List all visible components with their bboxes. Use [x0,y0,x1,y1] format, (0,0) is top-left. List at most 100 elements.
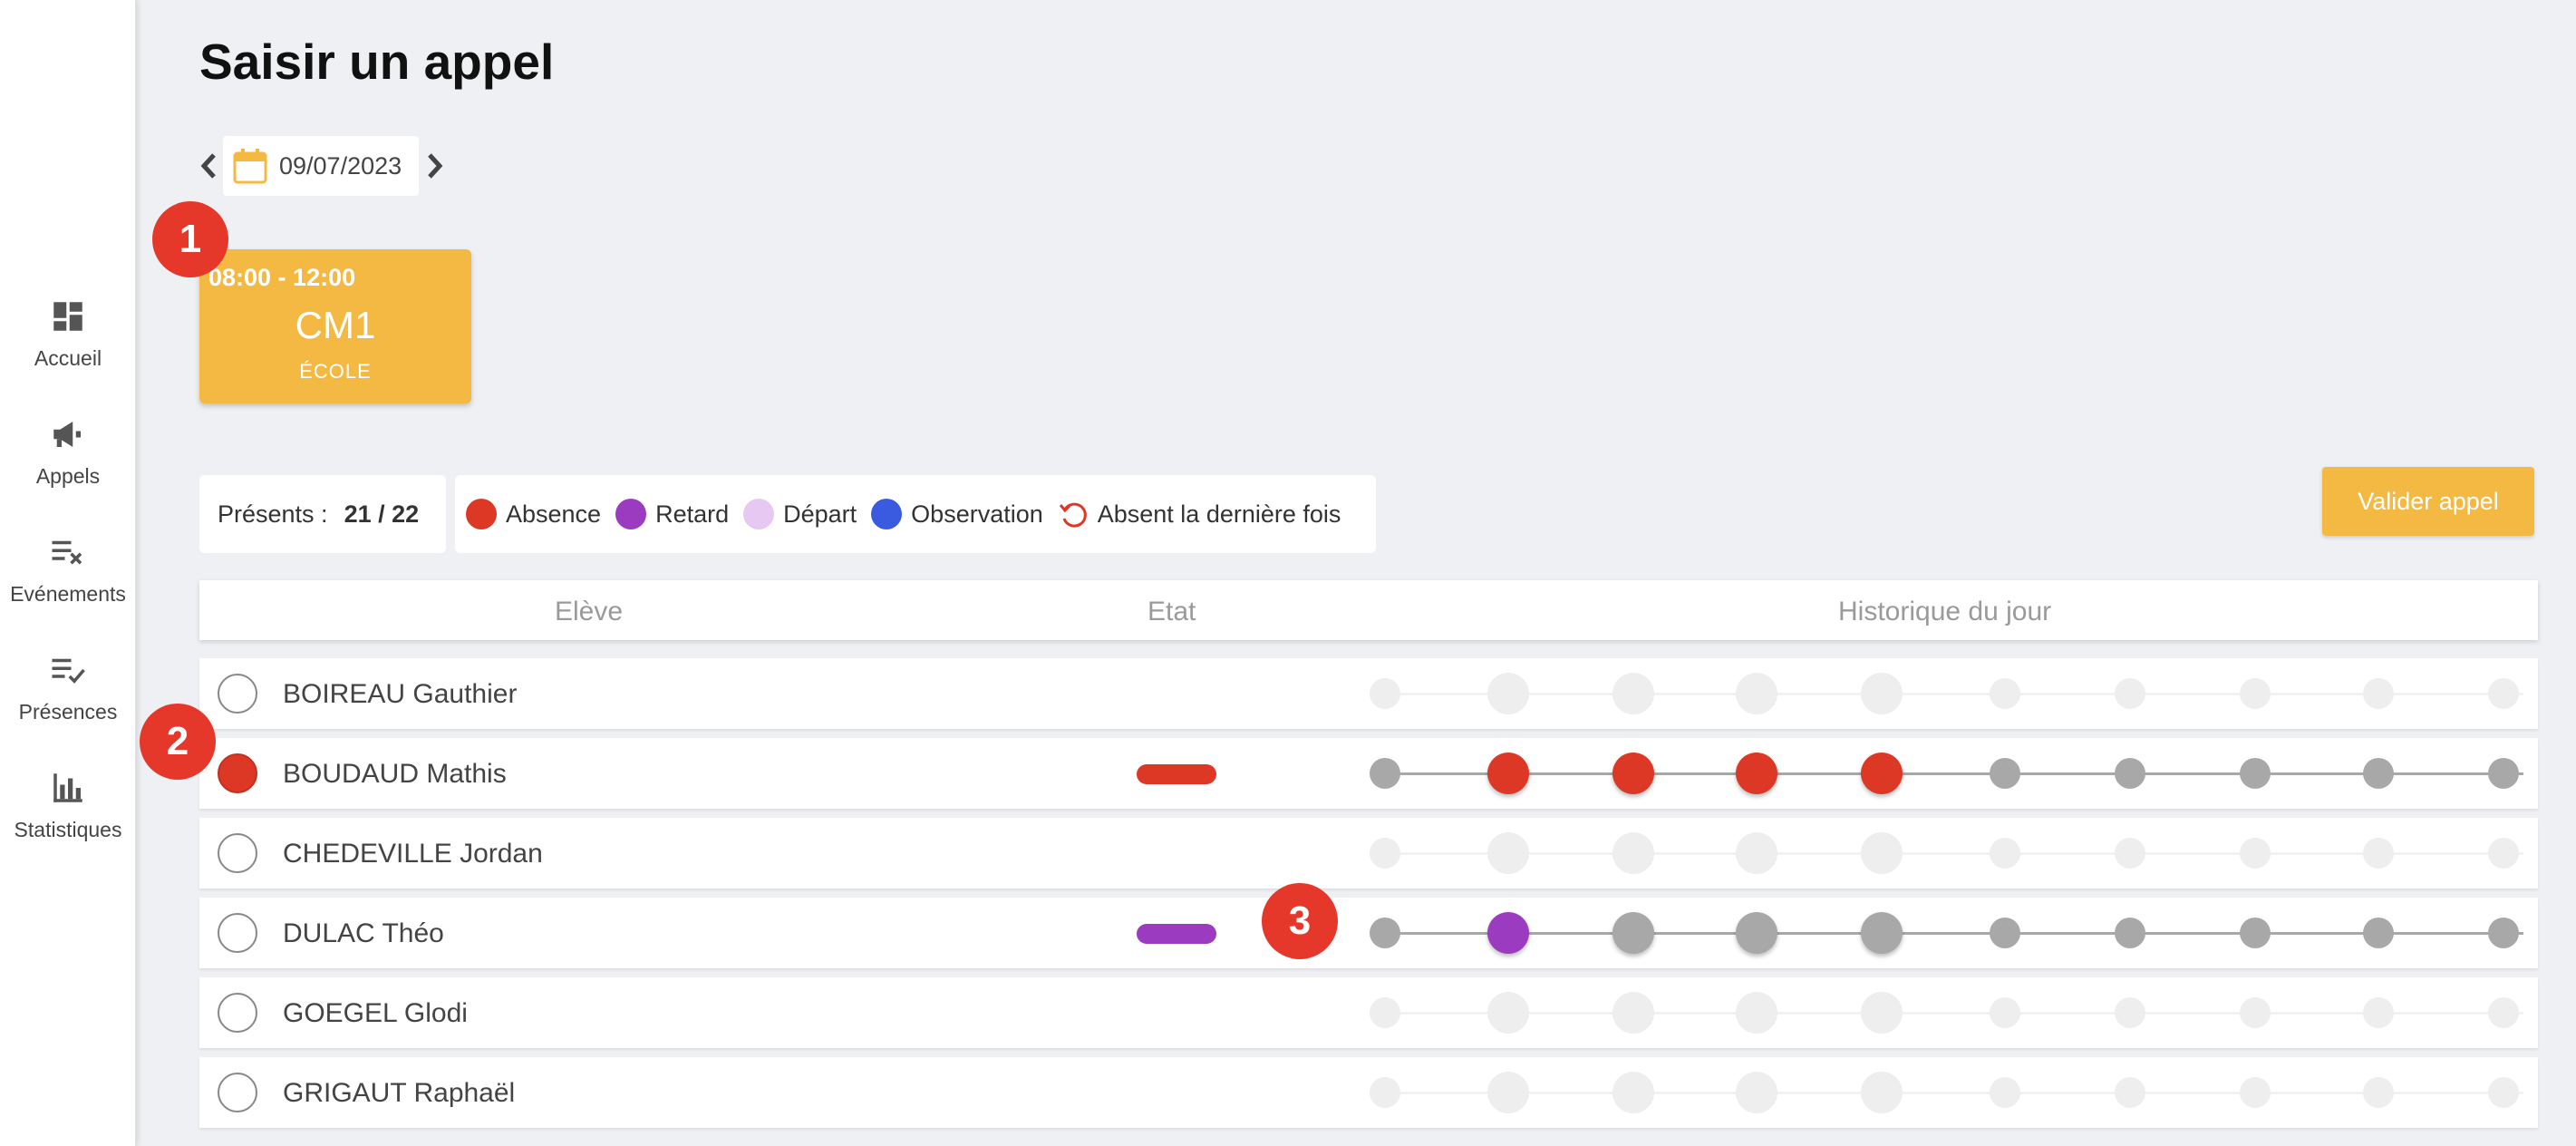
presence-radio[interactable] [218,993,257,1033]
history-dot[interactable] [2363,758,2394,789]
student-name: GRIGAUT Raphaël [283,1078,516,1108]
chevron-right-icon [428,153,443,179]
step-badge-3: 3 [1262,883,1338,959]
sidebar-item-label: Présences [18,700,118,724]
depart-dot-icon [743,499,775,529]
history-dot[interactable] [1990,1077,2020,1108]
history-dot[interactable] [1861,1072,1903,1113]
history-dot[interactable] [1990,838,2020,869]
table-row[interactable]: BOUDAUD Mathis [199,738,2538,809]
slot-time: 08:00 - 12:00 [208,264,356,291]
history-dot[interactable] [2115,838,2145,869]
history-dot[interactable] [2240,678,2271,709]
history-dot[interactable] [1487,753,1529,794]
history-dot[interactable] [1612,992,1654,1034]
table-row[interactable]: DULAC Théo [199,898,2538,968]
history-dot[interactable] [1370,1077,1400,1108]
column-header-student: Elève [555,597,624,626]
history-dot[interactable] [2488,918,2519,948]
history-dot[interactable] [1370,997,1400,1028]
history-dot[interactable] [1612,673,1654,714]
table-row[interactable]: BOIREAU Gauthier [199,658,2538,729]
history-dot[interactable] [1990,997,2020,1028]
history-dot[interactable] [1736,912,1777,954]
dashboard-icon [53,302,82,331]
history-dot[interactable] [1861,673,1903,714]
history-dot[interactable] [1370,918,1400,948]
history-dot[interactable] [1736,673,1777,714]
previous-day-button[interactable] [196,147,223,185]
history-dot[interactable] [1990,678,2020,709]
validate-call-button[interactable]: Valider appel [2322,467,2534,536]
history-dot[interactable] [1990,758,2020,789]
history-dot[interactable] [1370,678,1400,709]
presence-radio[interactable] [218,833,257,873]
presence-radio[interactable] [218,674,257,714]
history-dot[interactable] [2240,918,2271,948]
date-picker[interactable]: 09/07/2023 [223,136,419,196]
history-dot[interactable] [1612,753,1654,794]
history-dot[interactable] [1861,753,1903,794]
presence-radio[interactable] [218,1073,257,1112]
history-dot[interactable] [1612,832,1654,874]
history-dot[interactable] [2488,758,2519,789]
history-dot[interactable] [2115,1077,2145,1108]
history-dot[interactable] [1487,992,1529,1034]
history-dot[interactable] [1370,758,1400,789]
history-dot[interactable] [2488,1077,2519,1108]
history-dot[interactable] [1612,912,1654,954]
sidebar-item-statistiques[interactable]: Statistiques [0,769,136,869]
history-dot[interactable] [1736,753,1777,794]
history-dot[interactable] [2363,997,2394,1028]
history-dot[interactable] [1861,992,1903,1034]
history-dot[interactable] [2488,678,2519,709]
presence-radio[interactable] [218,753,257,793]
table-header: Elève Etat Historique du jour [199,580,2538,640]
history-dot[interactable] [2488,838,2519,869]
table-row[interactable]: GOEGEL Glodi [199,977,2538,1048]
history-dot[interactable] [2240,997,2271,1028]
table-row[interactable]: CHEDEVILLE Jordan [199,818,2538,889]
history-dot[interactable] [1487,1072,1529,1113]
student-name: BOUDAUD Mathis [283,759,507,789]
presence-count-box: Présents : 21 / 22 [199,475,446,553]
table-row[interactable]: GRIGAUT Raphaël [199,1057,2538,1128]
legend-item-observation: Observation [871,499,1043,529]
history-dot[interactable] [2115,678,2145,709]
history-dot[interactable] [1736,1072,1777,1113]
history-dot[interactable] [1990,918,2020,948]
history-dot[interactable] [1612,1072,1654,1113]
history-dot[interactable] [1487,673,1529,714]
history-dot[interactable] [1487,832,1529,874]
history-dot[interactable] [1861,912,1903,954]
history-dot[interactable] [2363,838,2394,869]
legend-label: Départ [783,500,857,528]
history-dot[interactable] [2363,918,2394,948]
history-dot[interactable] [2240,758,2271,789]
student-name: CHEDEVILLE Jordan [283,839,543,869]
history-dot[interactable] [2115,918,2145,948]
history-dot[interactable] [2363,1077,2394,1108]
list-check-icon [52,658,85,684]
history-dot[interactable] [2240,1077,2271,1108]
history-dot[interactable] [2115,758,2145,789]
history-dot[interactable] [2488,997,2519,1028]
history-dot[interactable] [2363,678,2394,709]
history-dot[interactable] [1487,912,1529,954]
sidebar-item-evenements[interactable]: Evénements [0,533,136,633]
sidebar: Accueil Appels Evénements Présences Stat… [0,0,136,1146]
next-day-button[interactable] [421,147,448,185]
course-slot-card[interactable]: 08:00 - 12:00 CM1 ÉCOLE [199,249,471,403]
history-dot[interactable] [1736,832,1777,874]
history-dot[interactable] [1370,838,1400,869]
history-dot[interactable] [1861,832,1903,874]
history-dot[interactable] [2240,838,2271,869]
sidebar-item-accueil[interactable]: Accueil [0,297,136,397]
history-dot[interactable] [2115,997,2145,1028]
history-line [1385,932,2523,935]
history-dot[interactable] [1736,992,1777,1034]
sidebar-item-appels[interactable]: Appels [0,415,136,515]
presence-radio[interactable] [218,913,257,953]
sidebar-item-presences[interactable]: Présences [0,651,136,751]
legend-item-depart: Départ [743,499,857,529]
